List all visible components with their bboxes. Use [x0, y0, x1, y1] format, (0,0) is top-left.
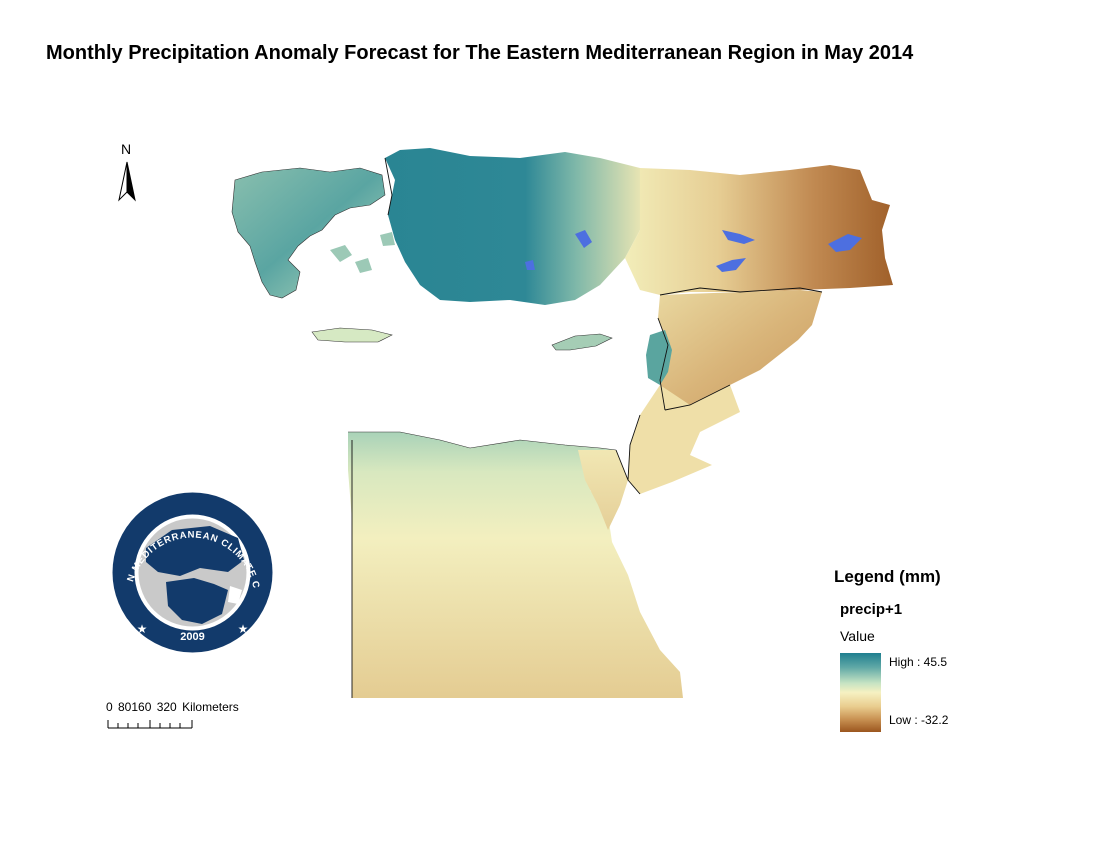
region-crete	[312, 328, 392, 342]
region-jordan	[628, 385, 740, 494]
coastline-outline	[231, 167, 617, 451]
region-greece	[232, 168, 385, 298]
region-cyprus	[552, 334, 612, 350]
region-levant-coast	[646, 330, 672, 385]
region-sinai	[578, 450, 628, 530]
region-egypt	[348, 432, 683, 698]
page-title: Monthly Precipitation Anomaly Forecast f…	[46, 42, 914, 64]
eastern-mediterranean-climate-centre-logo: 2009 ★ ★ EASTERN MEDITERRANEAN CLIMATE C…	[110, 490, 273, 653]
region-turkey-west	[385, 148, 640, 305]
svg-text:2009: 2009	[180, 631, 204, 643]
legend-low-label: Low : -32.2	[889, 713, 949, 727]
legend-high-label: High : 45.5	[889, 655, 948, 669]
scale-bar-label: 0 80160 320 Kilometers	[106, 700, 239, 714]
lake-van	[828, 234, 862, 252]
legend-color-ramp	[840, 653, 881, 732]
region-syria	[658, 290, 822, 410]
svg-text:★: ★	[137, 622, 148, 636]
scale-bar	[107, 720, 193, 729]
region-turkey-east	[625, 165, 893, 295]
north-label: N	[121, 141, 132, 157]
country-borders	[351, 157, 823, 698]
lake-west	[525, 260, 535, 270]
legend-title: Legend (mm)	[834, 567, 941, 586]
lake-tuz	[575, 230, 592, 248]
region-aegean-islands	[330, 232, 395, 273]
lake-east-1	[722, 230, 755, 244]
legend-value-label: Value	[840, 628, 875, 644]
north-arrow-icon	[118, 161, 136, 202]
lake-east-2	[716, 258, 746, 272]
legend-layer-name: precip+1	[840, 601, 903, 618]
svg-text:★: ★	[238, 622, 249, 636]
